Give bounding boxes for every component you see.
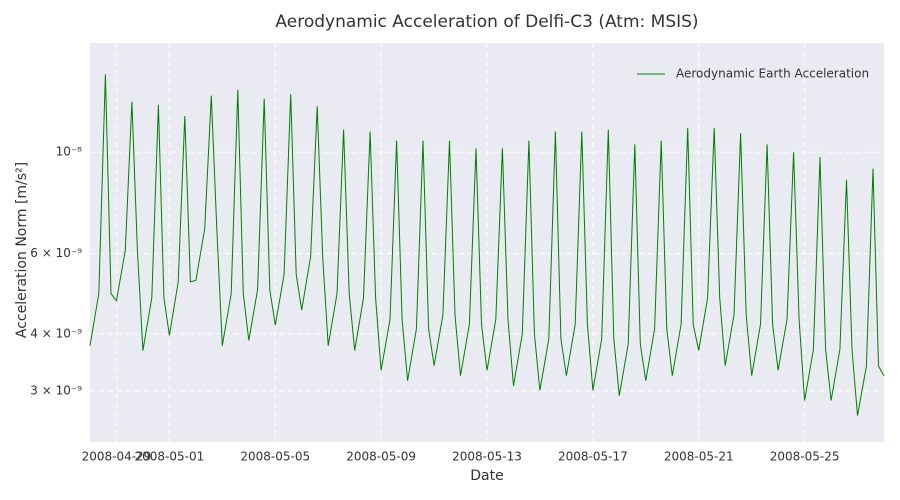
y-tick-label: 4 × 10⁻⁹: [30, 326, 82, 340]
y-axis-label: Acceleration Norm [m/s²]: [14, 162, 30, 338]
x-tick-label: 2008-05-09: [346, 450, 416, 464]
x-tick-label: 2008-05-25: [770, 450, 840, 464]
x-axis-label: Date: [470, 468, 503, 484]
y-tick-label: 6 × 10⁻⁹: [30, 246, 82, 260]
chart-title: Aerodynamic Acceleration of Delfi-C3 (At…: [275, 12, 698, 32]
x-tick-label: 2008-05-05: [240, 450, 310, 464]
x-tick-label: 2008-05-21: [664, 450, 734, 464]
x-tick-label: 2008-05-17: [558, 450, 628, 464]
data-line: [89, 74, 885, 416]
x-tick-label: 2008-05-13: [452, 450, 522, 464]
legend-label: Aerodynamic Earth Acceleration: [676, 67, 869, 81]
y-tick-label: 10⁻⁸: [56, 145, 83, 159]
x-tick-label: 2008-04-29: [82, 450, 152, 464]
y-tick-label: 3 × 10⁻⁹: [30, 384, 82, 398]
x-tick-label: 2008-05-01: [135, 450, 205, 464]
